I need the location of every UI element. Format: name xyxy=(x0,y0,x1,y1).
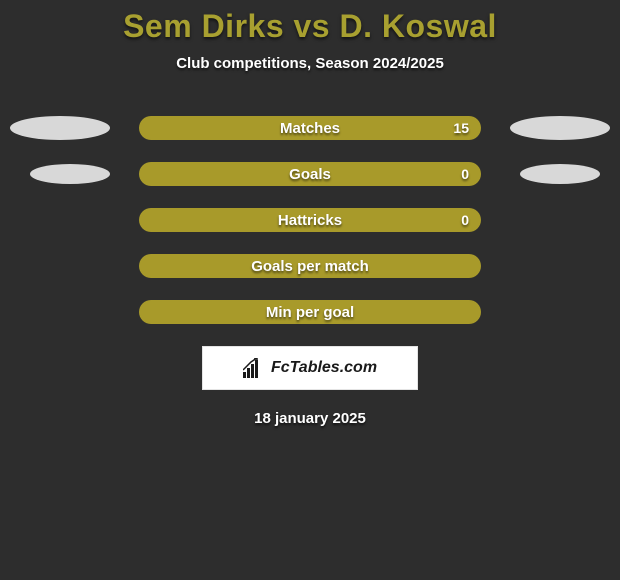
player-right-marker xyxy=(510,116,610,140)
stat-rows: Matches 15 Goals 0 Hattricks 0 Goals per match… xyxy=(0,116,620,324)
subtitle: Club competitions, Season 2024/2025 xyxy=(0,55,620,72)
comparison-card: Sem Dirks vs D. Koswal Club competitions… xyxy=(0,0,620,427)
stat-bar: Min per goal xyxy=(139,300,481,324)
logo-box[interactable]: FcTables.com xyxy=(202,346,418,390)
stat-row: Min per goal xyxy=(0,300,620,324)
stat-row: Hattricks 0 xyxy=(0,208,620,232)
stat-label: Min per goal xyxy=(266,304,354,321)
stat-row: Matches 15 xyxy=(0,116,620,140)
player-left-marker xyxy=(10,116,110,140)
stat-bar: Goals per match xyxy=(139,254,481,278)
page-title: Sem Dirks vs D. Koswal xyxy=(0,8,620,45)
stat-bar: Hattricks 0 xyxy=(139,208,481,232)
stat-row: Goals per match xyxy=(0,254,620,278)
player-left-marker xyxy=(30,164,110,184)
stat-label: Hattricks xyxy=(278,212,342,229)
logo-text: FcTables.com xyxy=(271,359,377,377)
stat-value: 0 xyxy=(461,212,469,228)
stat-label: Goals per match xyxy=(251,258,369,275)
stat-label: Goals xyxy=(289,166,331,183)
date-label: 18 january 2025 xyxy=(0,410,620,427)
stat-row: Goals 0 xyxy=(0,162,620,186)
stat-value: 0 xyxy=(461,166,469,182)
stat-bar: Goals 0 xyxy=(139,162,481,186)
stat-label: Matches xyxy=(280,120,340,137)
stat-value: 15 xyxy=(453,120,469,136)
bar-chart-icon xyxy=(243,358,265,378)
stat-bar: Matches 15 xyxy=(139,116,481,140)
player-right-marker xyxy=(520,164,600,184)
